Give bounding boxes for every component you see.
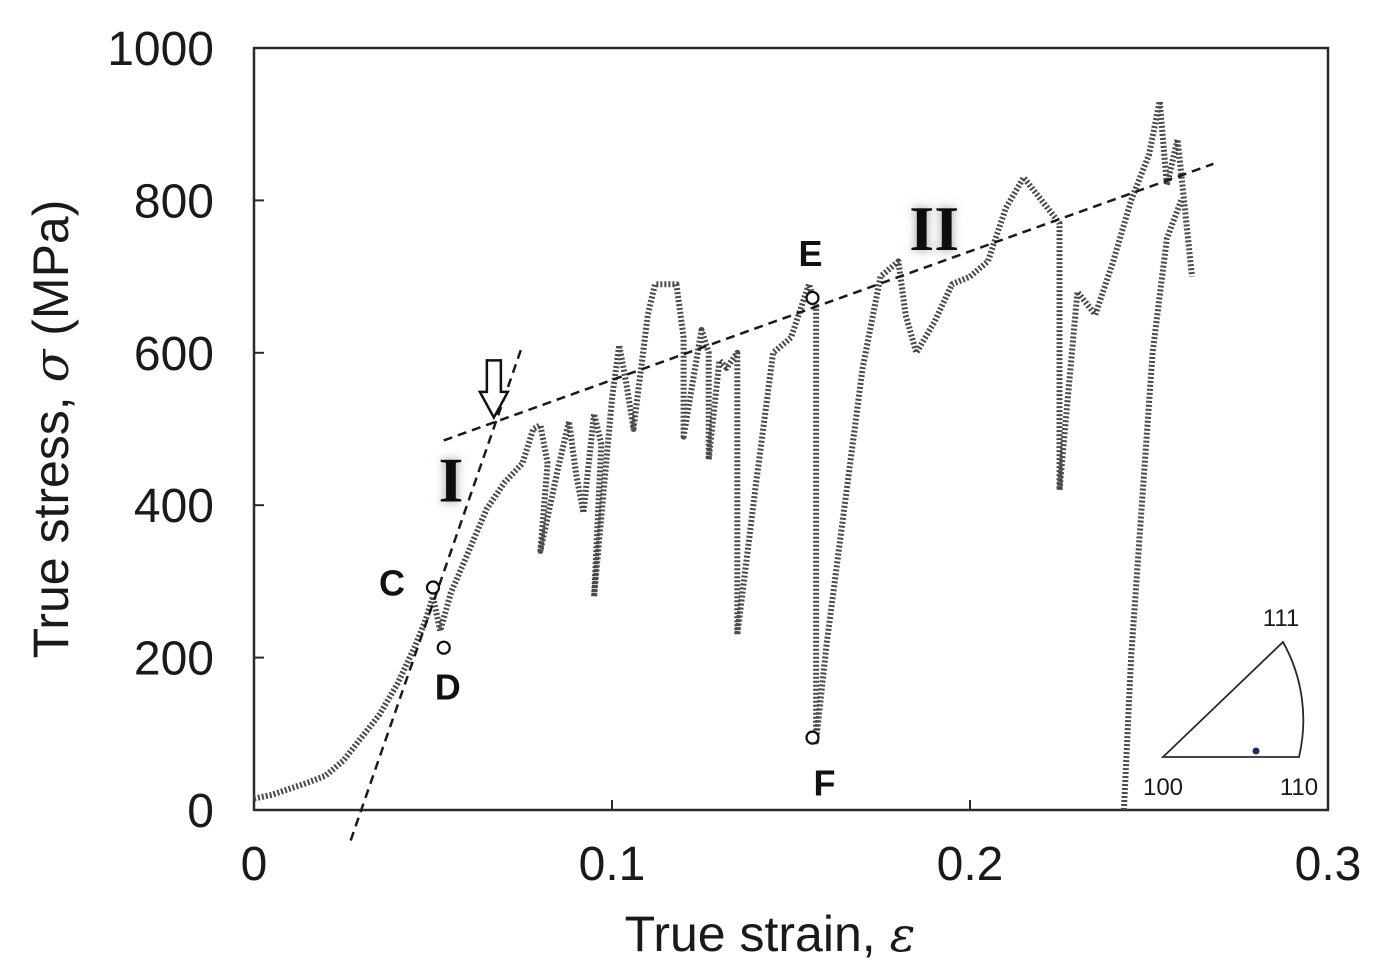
y-axis-label: True stress, <box>23 396 79 658</box>
yield-arrow-icon <box>477 359 510 421</box>
data-series <box>253 98 1195 811</box>
point-marker-d <box>436 640 451 655</box>
y-tick-label: 600 <box>134 328 214 381</box>
y-axis-unit: (MPa) <box>23 200 79 336</box>
ipf-orientation-point <box>1252 747 1260 755</box>
series-line-2 <box>1120 199 1185 811</box>
y-axis-title: True stress, σ (MPa) <box>23 200 80 659</box>
point-label-d: D <box>435 667 461 708</box>
x-axis-label: True strain, <box>625 906 876 962</box>
ipf-label-110: 110 <box>1280 774 1318 801</box>
point-marker-e <box>805 290 820 306</box>
x-axis-title: True strain, ε <box>625 906 916 963</box>
point-markers: C D E F <box>379 233 835 804</box>
x-axis-ticks: 0 0.1 0.2 0.3 <box>241 800 1362 891</box>
yield-arrow <box>477 359 510 421</box>
stage-label-i: I <box>438 444 463 515</box>
y-tick-label: 400 <box>134 480 214 533</box>
y-tick-label: 1000 <box>107 23 214 76</box>
point-marker-c <box>425 580 441 595</box>
fit-line-ii <box>443 162 1214 442</box>
stage-label-ii: II <box>909 193 959 264</box>
stage-labels: III <box>438 193 959 515</box>
y-axis-ticks: 0 200 400 600 800 1000 <box>107 23 264 838</box>
y-tick-label: 200 <box>134 633 214 686</box>
ipf-label-100: 100 <box>1143 774 1183 801</box>
x-axis-symbol: ε <box>890 907 916 963</box>
point-label-f: F <box>813 763 835 804</box>
y-tick-label: 0 <box>187 785 214 838</box>
x-tick-label: 0.1 <box>579 838 646 891</box>
ipf-label-111: 111 <box>1263 605 1299 632</box>
x-tick-label: 0 <box>241 838 268 891</box>
y-axis-symbol: σ <box>24 348 80 382</box>
point-label-e: E <box>798 233 822 274</box>
point-label-c: C <box>379 562 405 603</box>
series-line-1 <box>253 98 1195 802</box>
x-tick-label: 0.3 <box>1295 838 1362 891</box>
ipf-inset: 111 100 110 <box>1143 605 1318 801</box>
ipf-triangle <box>1160 640 1305 758</box>
point-marker-f <box>805 730 820 745</box>
x-tick-label: 0.2 <box>937 838 1004 891</box>
y-tick-label: 800 <box>134 175 214 228</box>
